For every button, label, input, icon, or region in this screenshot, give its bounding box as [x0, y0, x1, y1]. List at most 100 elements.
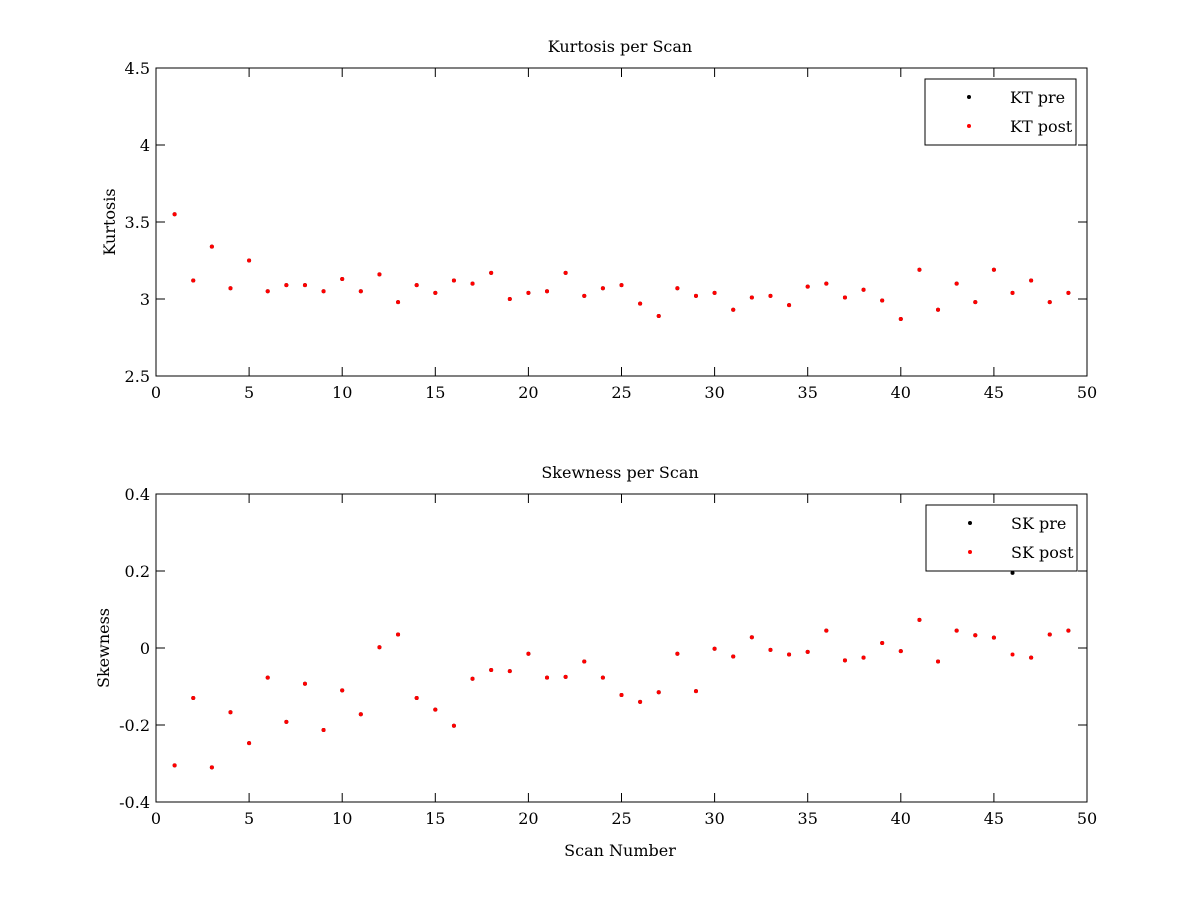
- kurtosis-post-point: [489, 270, 494, 275]
- kurtosis-post-point: [396, 300, 401, 305]
- kurtosis-legend-box: [924, 78, 1077, 146]
- skewness-panel: Skewness per Scan Skewness Scan Number 0…: [94, 463, 1097, 860]
- kurtosis-post-point: [247, 258, 252, 263]
- kurtosis-post-point: [693, 293, 698, 298]
- skewness-post-point: [433, 707, 438, 712]
- kurtosis-post-point: [954, 281, 959, 286]
- kurtosis-post-point: [712, 290, 717, 295]
- skewness-post-point: [172, 763, 177, 768]
- skewness-x-tick-label: 20: [518, 809, 538, 828]
- skewness-x-tick-label: 50: [1077, 809, 1097, 828]
- kurtosis-legend-label: KT pre: [1010, 88, 1065, 107]
- skewness-post-point: [1047, 632, 1052, 637]
- kurtosis-post-point: [451, 278, 456, 283]
- kurtosis-plot-area: 0 5 10 15 20 25 30 35 40 45 502.533.544.5KT preKT …: [125, 59, 1098, 402]
- kurtosis-post-point: [228, 286, 233, 291]
- kurtosis-x-tick-label: 5: [244, 383, 254, 402]
- skewness-post-point: [1010, 652, 1015, 657]
- kurtosis-post-point: [414, 283, 419, 288]
- skewness-post-point: [638, 699, 643, 704]
- skewness-post-point: [377, 645, 382, 650]
- kurtosis-x-tick-label: 10: [332, 383, 352, 402]
- kurtosis-post-point: [731, 307, 736, 312]
- kurtosis-post-point: [1010, 290, 1015, 295]
- kurtosis-post-point: [284, 283, 289, 288]
- skewness-x-tick-label: 45: [984, 809, 1004, 828]
- kurtosis-x-tick-label: 40: [891, 383, 911, 402]
- skewness-post-point: [191, 696, 196, 701]
- skewness-x-tick-label: 15: [425, 809, 445, 828]
- kurtosis-panel: Kurtosis per Scan Kurtosis 0 5 10 15 20 25 30 3…: [100, 37, 1097, 402]
- kurtosis-legend-marker: [967, 95, 971, 99]
- kurtosis-post-point: [1047, 300, 1052, 305]
- kurtosis-post-point: [787, 303, 792, 308]
- kurtosis-post-point: [470, 281, 475, 286]
- kurtosis-post-point: [973, 300, 978, 305]
- skewness-x-tick-label: 0: [151, 809, 161, 828]
- kurtosis-post-point: [340, 276, 345, 281]
- skewness-post-point: [209, 765, 214, 770]
- skewness-post-point: [675, 651, 680, 656]
- skewness-post-point: [842, 658, 847, 663]
- kurtosis-x-tick-label: 20: [518, 383, 538, 402]
- skewness-post-point: [247, 741, 252, 746]
- skewness-post-point: [880, 641, 885, 645]
- kurtosis-post-point: [600, 286, 605, 291]
- kurtosis-post-point: [209, 244, 214, 249]
- kurtosis-post-point: [526, 290, 531, 295]
- kurtosis-x-tick-label: 50: [1077, 383, 1097, 402]
- skewness-post-point: [470, 676, 475, 681]
- skewness-x-tick-label: 30: [704, 809, 724, 828]
- skewness-post-point: [284, 719, 289, 724]
- kurtosis-post-point: [507, 297, 512, 301]
- skewness-x-axis-label: Scan Number: [564, 841, 676, 860]
- skewness-post-point: [358, 712, 363, 717]
- skewness-legend-marker: [968, 550, 972, 554]
- skewness-y-axis-label: Skewness: [94, 608, 113, 688]
- kurtosis-x-tick-label: 30: [704, 383, 724, 402]
- kurtosis-legend: KT pre KT post: [924, 78, 1077, 146]
- kurtosis-post-point: [1029, 278, 1034, 283]
- skewness-post-point: [749, 635, 754, 640]
- skewness-x-tick-label: 25: [611, 809, 631, 828]
- skewness-post-point: [340, 688, 345, 693]
- skewness-y-tick-label: 0.4: [125, 485, 150, 504]
- skewness-post-point: [414, 696, 419, 701]
- skewness-post-point: [489, 667, 494, 672]
- skewness-post-point: [600, 675, 605, 680]
- skewness-legend-box: [925, 504, 1078, 572]
- skewness-post-point: [898, 649, 903, 654]
- skewness-post-point: [693, 689, 698, 694]
- skewness-post-point: [954, 628, 959, 633]
- skewness-y-tick-label: 0.2: [125, 562, 150, 581]
- skewness-x-tick-label: 10: [332, 809, 352, 828]
- kurtosis-legend-marker: [967, 124, 971, 128]
- skewness-post-point: [824, 628, 829, 633]
- skewness-post-point: [936, 659, 941, 664]
- kurtosis-x-tick-label: 35: [798, 383, 818, 402]
- kurtosis-post-point: [749, 295, 754, 300]
- kurtosis-post-point: [321, 289, 326, 294]
- skewness-post-point: [1029, 655, 1034, 660]
- skewness-y-tick-label: -0.2: [119, 716, 150, 735]
- skewness-post-point: [1066, 628, 1071, 633]
- kurtosis-post-point: [898, 317, 903, 322]
- skewness-post-point: [396, 632, 401, 637]
- skewness-y-tick-label: 0: [140, 639, 150, 658]
- skewness-post-point: [973, 633, 978, 638]
- skewness-post-point: [265, 675, 270, 680]
- skewness-post-point: [731, 654, 736, 659]
- kurtosis-x-tick-label: 25: [611, 383, 631, 402]
- kurtosis-post-point: [545, 289, 550, 294]
- skewness-x-tick-label: 5: [244, 809, 254, 828]
- skewness-x-tick-label: 35: [798, 809, 818, 828]
- skewness-plot-area: 0 5 10 15 20 25 30 35 40 45 50 -0.4 -0.2 0 0.2 0.4 SK pr…: [119, 485, 1097, 828]
- kurtosis-y-tick-label: 4.5: [125, 59, 150, 78]
- skewness-y-tick-label: -0.4: [119, 793, 150, 812]
- skewness-post-point: [619, 692, 624, 697]
- kurtosis-post-point: [433, 290, 438, 295]
- skewness-post-point: [563, 674, 568, 679]
- skewness-post-point: [991, 635, 996, 640]
- kurtosis-post-point: [619, 283, 624, 288]
